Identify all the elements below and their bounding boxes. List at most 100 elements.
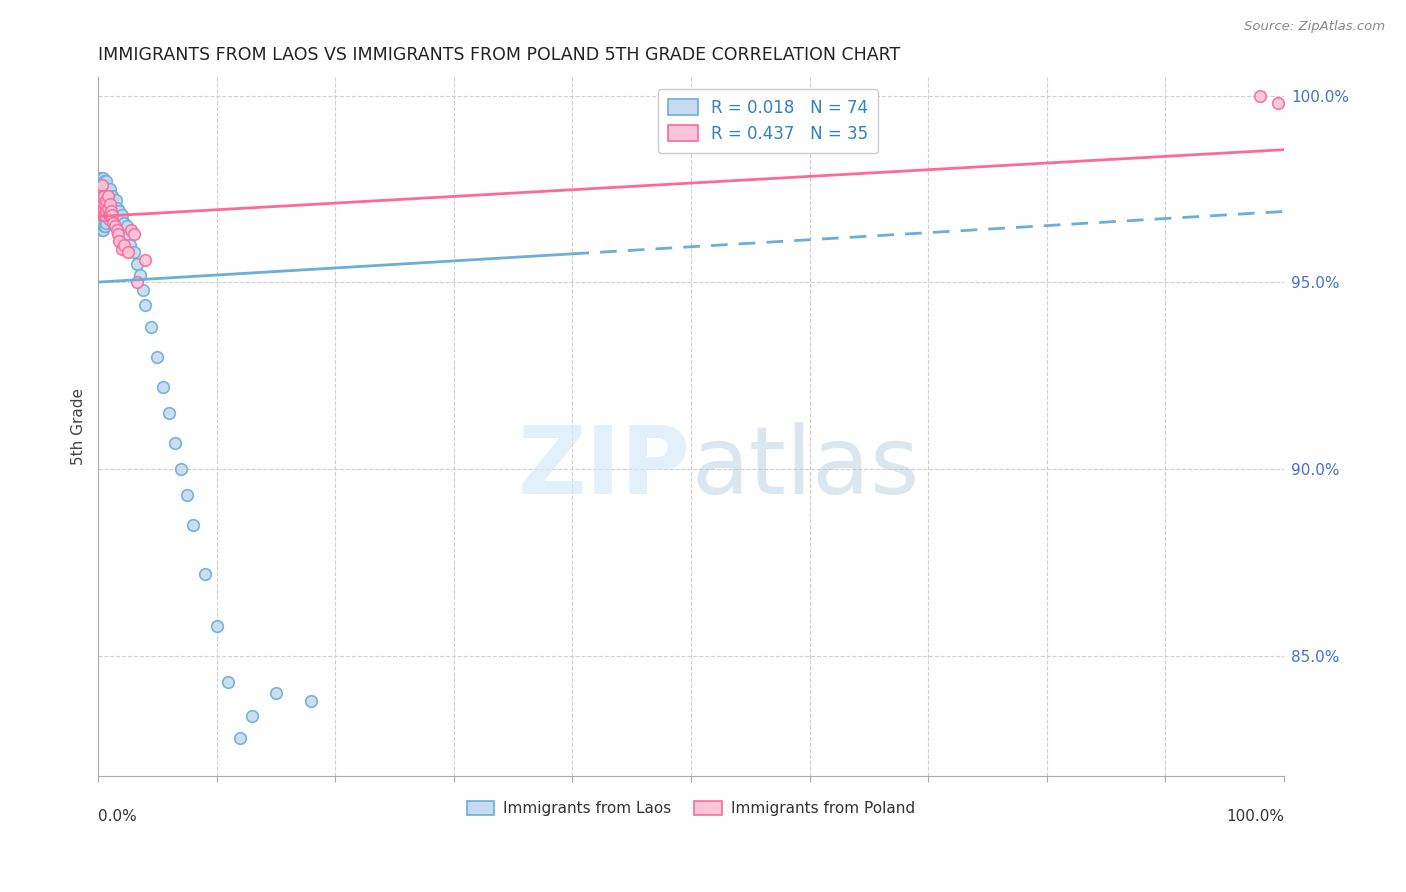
Point: [141, 320, 163, 334]
Point: [111, 208, 134, 222]
Point: [96, 201, 118, 215]
Point: [91, 170, 114, 185]
Point: [89, 186, 111, 200]
Point: [218, 675, 240, 690]
Point: [104, 193, 127, 207]
Point: [117, 245, 139, 260]
Point: [97, 186, 120, 200]
Point: [97, 201, 120, 215]
Text: atlas: atlas: [690, 422, 920, 514]
Point: [205, 619, 228, 633]
Point: [1267, 96, 1289, 111]
Point: [108, 234, 131, 248]
Point: [122, 227, 145, 241]
Point: [101, 189, 124, 203]
Point: [108, 204, 131, 219]
Point: [101, 208, 124, 222]
Point: [98, 193, 121, 207]
Y-axis label: 5th Grade: 5th Grade: [72, 388, 86, 465]
Point: [94, 193, 117, 207]
Point: [120, 238, 142, 252]
Point: [93, 189, 115, 203]
Point: [89, 189, 111, 203]
Point: [96, 189, 118, 203]
Point: [176, 488, 198, 502]
Point: [107, 208, 129, 222]
Point: [134, 298, 156, 312]
Point: [96, 193, 118, 207]
Legend: Immigrants from Laos, Immigrants from Poland: Immigrants from Laos, Immigrants from Po…: [458, 793, 922, 824]
Point: [89, 182, 111, 196]
Point: [91, 182, 114, 196]
Point: [90, 223, 112, 237]
Point: [94, 204, 117, 219]
Text: 100.0%: 100.0%: [1226, 809, 1284, 824]
Point: [96, 216, 118, 230]
Point: [103, 201, 125, 215]
Point: [134, 252, 156, 267]
Point: [105, 201, 128, 215]
Point: [170, 462, 193, 476]
Point: [1249, 88, 1271, 103]
Point: [96, 204, 118, 219]
Point: [152, 380, 174, 394]
Point: [100, 204, 122, 219]
Point: [115, 219, 138, 234]
Point: [127, 257, 149, 271]
Point: [93, 201, 115, 215]
Point: [96, 182, 118, 196]
Point: [181, 518, 204, 533]
Point: [90, 197, 112, 211]
Text: ZIP: ZIP: [517, 422, 690, 514]
Point: [96, 208, 118, 222]
Point: [98, 182, 121, 196]
Text: Source: ZipAtlas.com: Source: ZipAtlas.com: [1244, 20, 1385, 33]
Point: [100, 204, 122, 219]
Point: [128, 268, 150, 282]
Point: [98, 208, 121, 222]
Point: [96, 204, 118, 219]
Point: [94, 178, 117, 193]
Point: [111, 242, 134, 256]
Point: [93, 204, 115, 219]
Point: [90, 201, 112, 215]
Point: [96, 189, 118, 203]
Point: [229, 731, 252, 746]
Point: [194, 566, 217, 581]
Point: [89, 193, 111, 207]
Point: [98, 208, 121, 222]
Point: [98, 197, 121, 211]
Text: 0.0%: 0.0%: [98, 809, 136, 824]
Point: [97, 211, 120, 226]
Point: [104, 219, 127, 234]
Point: [107, 227, 129, 241]
Point: [132, 283, 155, 297]
Point: [104, 204, 127, 219]
Point: [90, 178, 112, 193]
Point: [93, 219, 115, 234]
Point: [96, 197, 118, 211]
Text: IMMIGRANTS FROM LAOS VS IMMIGRANTS FROM POLAND 5TH GRADE CORRELATION CHART: IMMIGRANTS FROM LAOS VS IMMIGRANTS FROM …: [98, 46, 900, 64]
Point: [91, 208, 114, 222]
Point: [97, 208, 120, 222]
Point: [110, 211, 132, 226]
Point: [104, 208, 127, 222]
Point: [89, 193, 111, 207]
Point: [117, 227, 139, 241]
Point: [90, 208, 112, 222]
Point: [94, 219, 117, 234]
Point: [100, 193, 122, 207]
Point: [112, 238, 135, 252]
Point: [96, 174, 118, 188]
Point: [105, 223, 128, 237]
Point: [93, 189, 115, 203]
Point: [112, 216, 135, 230]
Point: [89, 219, 111, 234]
Point: [146, 350, 169, 364]
Point: [101, 204, 124, 219]
Point: [301, 694, 323, 708]
Point: [120, 223, 142, 237]
Point: [127, 276, 149, 290]
Point: [90, 178, 112, 193]
Point: [89, 208, 111, 222]
